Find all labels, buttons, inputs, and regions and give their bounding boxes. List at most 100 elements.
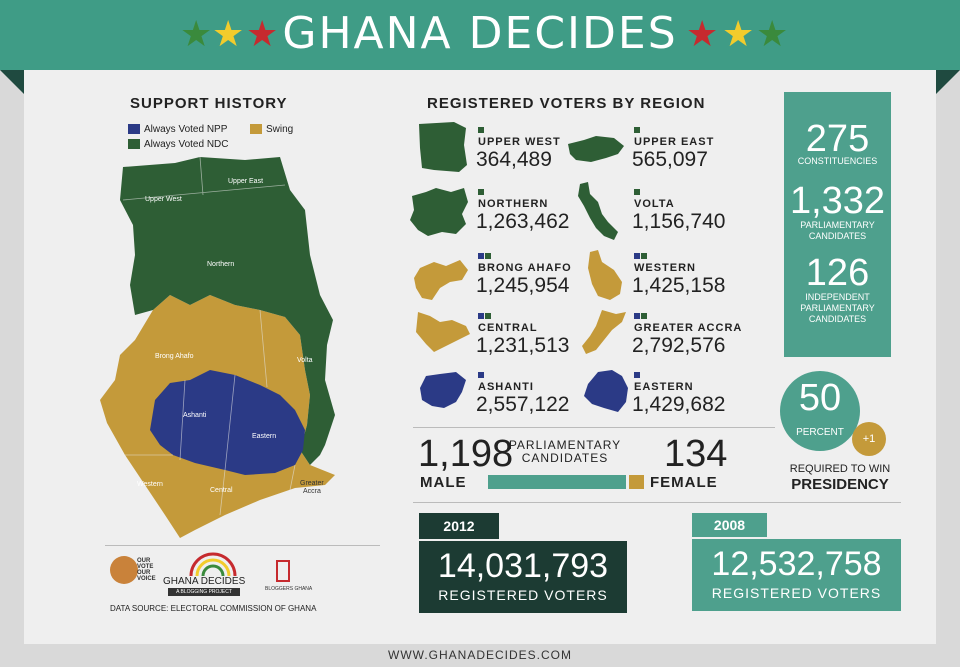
legend-npp-label: Always Voted NPP <box>144 124 228 135</box>
flags-upper-east <box>634 127 641 135</box>
ndc-flag-icon <box>634 189 640 195</box>
map-label-western: Western <box>137 481 163 488</box>
red-star-icon: ★ <box>246 13 279 54</box>
independent-label-2: PARLIAMENTARY <box>800 303 875 313</box>
region-divider <box>413 427 775 428</box>
map-label-eastern: Eastern <box>252 433 276 440</box>
our-vote-line-1: OUR <box>137 558 151 564</box>
region-name-eastern: EASTERN <box>634 381 694 393</box>
ribbon-fold-left <box>0 70 24 94</box>
region-count-upper-east: 565,097 <box>632 148 708 171</box>
region-name-greater-accra: GREATER ACCRA <box>634 322 743 334</box>
candidates-label-1: PARLIAMENTARY <box>800 220 875 230</box>
ndc-flag-icon <box>641 313 647 319</box>
plus-one-circle: +1 <box>852 422 886 456</box>
ndc-flag-icon <box>485 313 491 319</box>
candidates-number: 1,332 <box>789 180 886 222</box>
year-2012-tab: 2012 <box>419 513 499 539</box>
region-count-eastern: 1,429,682 <box>632 393 726 416</box>
female-share-bar <box>629 475 644 489</box>
presidency-label-1: REQUIRED TO WIN <box>789 463 891 475</box>
region-name-central: CENTRAL <box>478 322 538 334</box>
npp-flag-icon <box>478 372 484 378</box>
region-name-volta: VOLTA <box>634 198 675 210</box>
ashanti-shape-icon <box>420 372 466 408</box>
region-name-western: WESTERN <box>634 262 696 274</box>
male-label: MALE <box>420 474 467 491</box>
volta-shape-icon <box>578 182 618 240</box>
ndc-flag-icon <box>478 189 484 195</box>
candidates-title: PARLIAMENTARY CANDIDATES <box>488 439 642 465</box>
region-count-western: 1,425,158 <box>632 274 726 297</box>
support-history-heading: SUPPORT HISTORY <box>130 95 288 112</box>
bloggers-ghana-logo-text: BLOGGERS GHANA <box>265 586 313 592</box>
npp-flag-icon <box>634 313 640 319</box>
green-star-icon: ★ <box>756 13 789 54</box>
npp-region-shape <box>150 370 305 475</box>
presidency-percent: PERCENT <box>796 427 844 438</box>
flags-brong-ahafo <box>478 253 492 261</box>
flags-greater-accra <box>634 313 648 321</box>
our-vote-logo-icon <box>110 556 138 584</box>
ndc-flag-icon <box>634 127 640 133</box>
map-label-northern: Northern <box>207 261 234 268</box>
region-count-greater-accra: 2,792,576 <box>632 334 726 357</box>
voters-2012-label: REGISTERED VOTERS <box>438 587 608 603</box>
independent-number: 126 <box>805 252 870 294</box>
eastern-shape-icon <box>584 370 628 412</box>
flags-northern <box>478 189 485 197</box>
candidates-title-1: PARLIAMENTARY <box>508 438 622 452</box>
map-divider <box>105 545 380 546</box>
flags-volta <box>634 189 641 197</box>
map-label-volta: Volta <box>297 357 313 364</box>
yellow-star-icon: ★ <box>212 13 245 54</box>
male-candidates-number: 1,198 <box>418 433 514 475</box>
upper-west-shape-icon <box>419 122 467 172</box>
voters-2012-number: 14,031,793 <box>437 547 609 585</box>
region-count-volta: 1,156,740 <box>632 210 726 233</box>
voters-2008-label: REGISTERED VOTERS <box>711 585 882 601</box>
region-name-ashanti: ASHANTI <box>478 381 534 393</box>
central-shape-icon <box>416 312 470 352</box>
western-shape-icon <box>588 250 622 300</box>
npp-flag-icon <box>478 313 484 319</box>
map-label-greater-accra: Greater <box>300 480 324 487</box>
npp-flag-icon <box>634 372 640 378</box>
banner <box>0 0 960 70</box>
female-label: FEMALE <box>650 474 718 491</box>
ndc-swatch <box>128 139 140 150</box>
data-source: DATA SOURCE: ELECTORAL COMMISSION OF GHA… <box>110 604 317 613</box>
region-name-northern: NORTHERN <box>478 198 549 210</box>
map-label-upper-east: Upper East <box>228 178 263 185</box>
legend-npp: Always Voted NPP <box>128 124 227 135</box>
flags-central <box>478 313 492 321</box>
constituencies-number: 275 <box>805 118 870 160</box>
voters-2012-box: 14,031,793 REGISTERED VOTERS <box>419 541 627 613</box>
fifty-percent-circle: 50 PERCENT <box>780 371 860 451</box>
ndc-flag-icon <box>485 253 491 259</box>
npp-swatch <box>128 124 140 135</box>
greater-accra-shape-icon <box>582 310 626 354</box>
constituencies-label: CONSTITUENCIES <box>797 156 878 166</box>
our-vote-line-3: OUR <box>137 570 151 576</box>
legend-swing: Swing <box>250 124 293 135</box>
region-count-ashanti: 2,557,122 <box>476 393 570 416</box>
map-label-greater-accra-2: Accra <box>303 488 321 495</box>
map-label-brong-ahafo: Brong Ahafo <box>155 353 194 360</box>
voters-2008-number: 12,532,758 <box>711 545 882 583</box>
year-2008-tab: 2008 <box>692 513 767 537</box>
candidates-title-2: CANDIDATES <box>521 451 609 465</box>
legend-ndc-label: Always Voted NDC <box>144 139 229 150</box>
npp-flag-icon <box>634 253 640 259</box>
region-count-upper-west: 364,489 <box>476 148 552 171</box>
candidates-label-2: CANDIDATES <box>808 231 867 241</box>
region-count-northern: 1,263,462 <box>476 210 570 233</box>
map-label-upper-west: Upper West <box>145 196 182 203</box>
independent-label-3: CANDIDATES <box>808 314 867 324</box>
our-vote-line-4: VOICE <box>137 576 156 582</box>
legend-swing-label: Swing <box>266 124 294 135</box>
footer-url[interactable]: WWW.GHANADECIDES.COM <box>388 648 572 662</box>
region-name-upper-east: UPPER EAST <box>634 136 715 148</box>
flags-eastern <box>634 372 641 380</box>
flags-ashanti <box>478 372 485 380</box>
